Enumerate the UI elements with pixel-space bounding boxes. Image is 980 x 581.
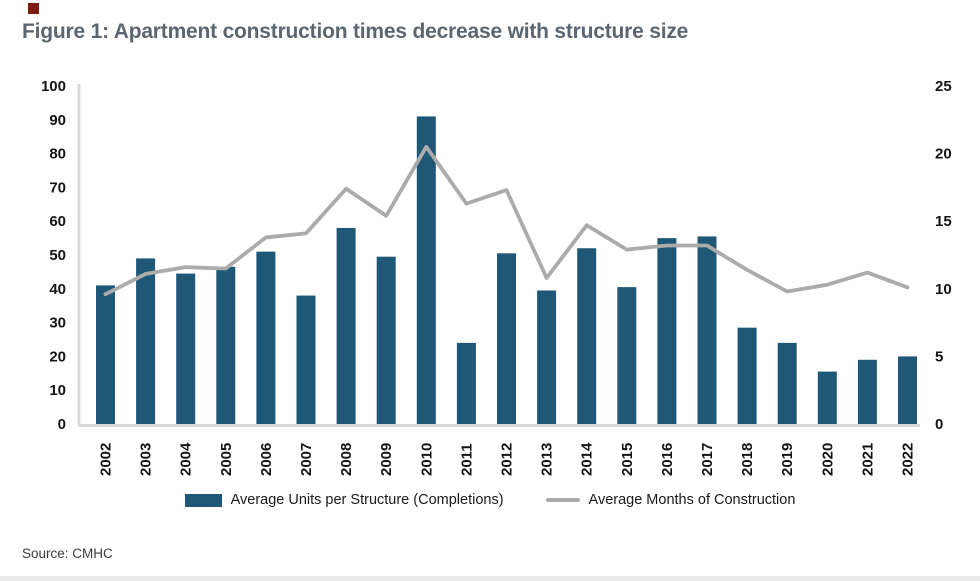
x-axis-label-2014: 2014 [579,442,596,476]
bar-2016 [657,238,677,424]
left-axis-tick-70: 70 [49,179,66,196]
x-axis-label-2004: 2004 [178,442,195,476]
right-axis-tick-10: 10 [935,281,952,298]
left-axis-tick-10: 10 [49,382,66,399]
right-axis-tick-0: 0 [935,416,943,433]
x-axis-label-2012: 2012 [499,443,516,476]
line-series-swatch-icon [545,498,580,502]
legend-line-label: Average Months of Construction [588,492,796,508]
figure-title: Figure 1: Apartment construction times d… [22,20,689,43]
bar-2002 [96,285,115,424]
x-axis-label-2018: 2018 [739,443,756,476]
right-axis-tick-20: 20 [935,146,952,163]
bar-2021 [857,359,877,424]
legend-item-bars: Average Units per Structure (Completions… [184,492,504,508]
left-axis-tick-50: 50 [49,247,66,264]
right-axis-tick-5: 5 [935,348,943,365]
left-axis-tick-30: 30 [49,315,66,332]
x-axis-label-2021: 2021 [859,443,876,476]
x-axis-label-2016: 2016 [659,443,676,476]
months-of-construction-line [103,144,910,297]
x-axis-label-2009: 2009 [378,443,395,476]
bar-2020 [817,371,837,424]
chart-plot-area: 0 10 20 30 40 50 60 70 80 90 100 0 5 10 15 20 25 2002 2003… [41,78,952,476]
bar-2007 [296,295,316,424]
left-axis-tick-90: 90 [49,112,66,129]
bar-2003 [136,258,156,424]
x-axis-label-2008: 2008 [338,443,355,476]
bar-2010 [416,116,436,425]
left-axis-tick-60: 60 [49,213,66,230]
x-axis-label-2017: 2017 [699,443,716,476]
x-axis-label-2011: 2011 [458,443,475,476]
left-axis-tick-0: 0 [58,416,66,433]
bar-2013 [537,290,557,424]
x-axis-label-2022: 2022 [900,443,917,476]
x-axis-label-2019: 2019 [779,443,796,476]
bar-2019 [777,342,797,424]
left-axis-tick-80: 80 [49,146,66,163]
legend-bar-label: Average Units per Structure (Completions… [230,492,504,508]
bar-2005 [216,266,236,424]
bar-2017 [697,236,717,424]
bar-2004 [176,273,196,424]
x-axis-label-2010: 2010 [418,443,435,476]
right-axis-tick-15: 15 [935,213,952,230]
bar-2012 [497,253,516,424]
bar-2011 [456,342,476,424]
x-axis-label-2007: 2007 [298,443,315,476]
legend-item-line: Average Months of Construction [545,492,796,508]
left-axis-tick-100: 100 [41,78,66,95]
bar-2015 [617,287,637,424]
bar-2008 [336,227,356,424]
bottom-divider [0,576,980,581]
x-axis-label-2003: 2003 [138,443,155,476]
x-axis-label-2013: 2013 [539,443,556,476]
bar-2009 [376,256,396,424]
source-note: Source: CMHC [22,546,113,561]
left-axis-tick-40: 40 [49,281,66,298]
x-axis-label-2002: 2002 [98,443,115,476]
bar-2022 [898,356,917,424]
brand-red-square [28,3,39,14]
bar-series-swatch-icon [184,493,222,507]
right-axis-tick-25: 25 [935,78,952,95]
x-axis-label-2015: 2015 [619,443,636,476]
chart-legend: Average Units per Structure (Completions… [0,486,980,514]
bar-2018 [737,327,757,424]
bar-2006 [256,251,276,424]
bar-2014 [577,248,597,424]
left-axis-tick-20: 20 [49,348,66,365]
x-axis-label-2005: 2005 [218,443,235,476]
x-axis-label-2020: 2020 [819,443,836,476]
x-axis-label-2006: 2006 [258,443,275,476]
